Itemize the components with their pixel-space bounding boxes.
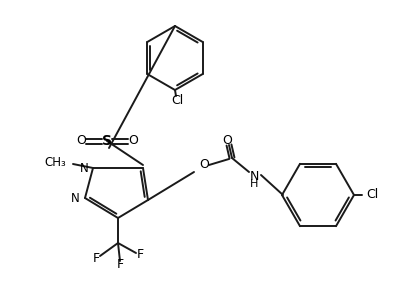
- Text: F: F: [92, 252, 100, 265]
- Text: Cl: Cl: [171, 94, 183, 107]
- Text: O: O: [199, 159, 209, 172]
- Text: CH₃: CH₃: [44, 156, 66, 169]
- Text: N: N: [249, 169, 259, 182]
- Text: Cl: Cl: [366, 188, 378, 201]
- Text: O: O: [222, 133, 232, 146]
- Text: N: N: [71, 192, 80, 205]
- Text: H: H: [250, 179, 258, 189]
- Text: F: F: [137, 249, 143, 262]
- Text: N: N: [80, 162, 89, 175]
- Text: O: O: [76, 134, 86, 147]
- Text: F: F: [116, 259, 124, 271]
- Text: O: O: [128, 134, 138, 147]
- Text: S: S: [102, 134, 112, 148]
